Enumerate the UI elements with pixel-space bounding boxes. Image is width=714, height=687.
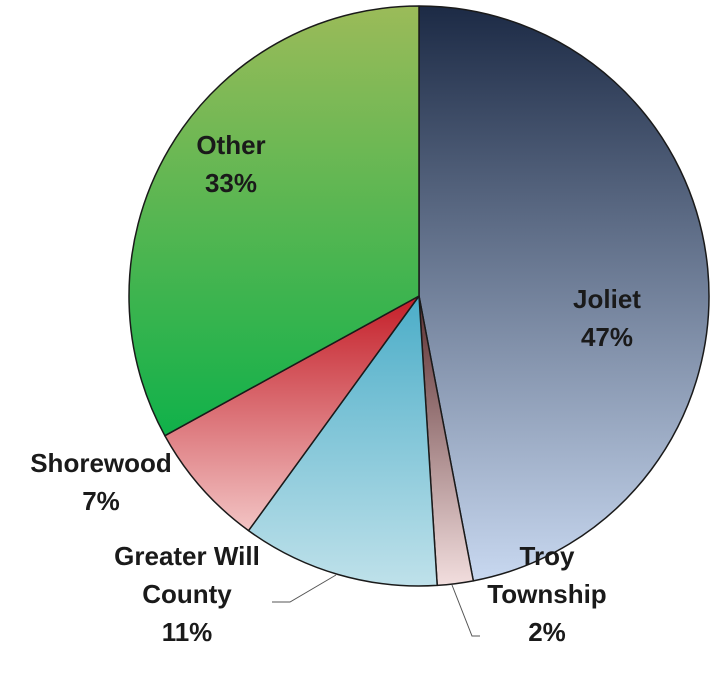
slice-label-greater-will-county: Greater Will County 11% bbox=[114, 541, 260, 647]
slice-label-joliet: Joliet 47% bbox=[573, 284, 641, 352]
slice-percent-other: 33% bbox=[205, 168, 257, 198]
slice-name-greater-will-county: Greater Will bbox=[114, 541, 260, 571]
leader-line-troy-township bbox=[451, 584, 480, 637]
slice-percent-shorewood: 7% bbox=[82, 486, 120, 516]
slice-label-shorewood: Shorewood 7% bbox=[30, 448, 172, 516]
slice-other bbox=[128, 5, 420, 437]
slice-percent-troy-township: 2% bbox=[528, 617, 566, 647]
slice-joliet bbox=[418, 5, 710, 582]
slice-name-shorewood: Shorewood bbox=[30, 448, 172, 478]
slice-percent-joliet: 47% bbox=[581, 322, 633, 352]
slice-shorewood bbox=[164, 295, 420, 532]
leader-line-greater-will-county bbox=[272, 574, 337, 603]
slice-greater-will-county bbox=[247, 295, 438, 587]
slice-label-other: Other 33% bbox=[196, 130, 265, 198]
slice-name-other: Other bbox=[196, 130, 265, 160]
slice-name-joliet: Joliet bbox=[573, 284, 641, 314]
slice-name-troy-township: Township bbox=[487, 579, 606, 609]
slice-label-troy-township: Troy Township 2% bbox=[487, 541, 606, 647]
slice-name-troy-township: Troy bbox=[520, 541, 575, 571]
slice-percent-greater-will-county: 11% bbox=[162, 617, 213, 647]
slice-name-greater-will-county: County bbox=[142, 579, 232, 609]
